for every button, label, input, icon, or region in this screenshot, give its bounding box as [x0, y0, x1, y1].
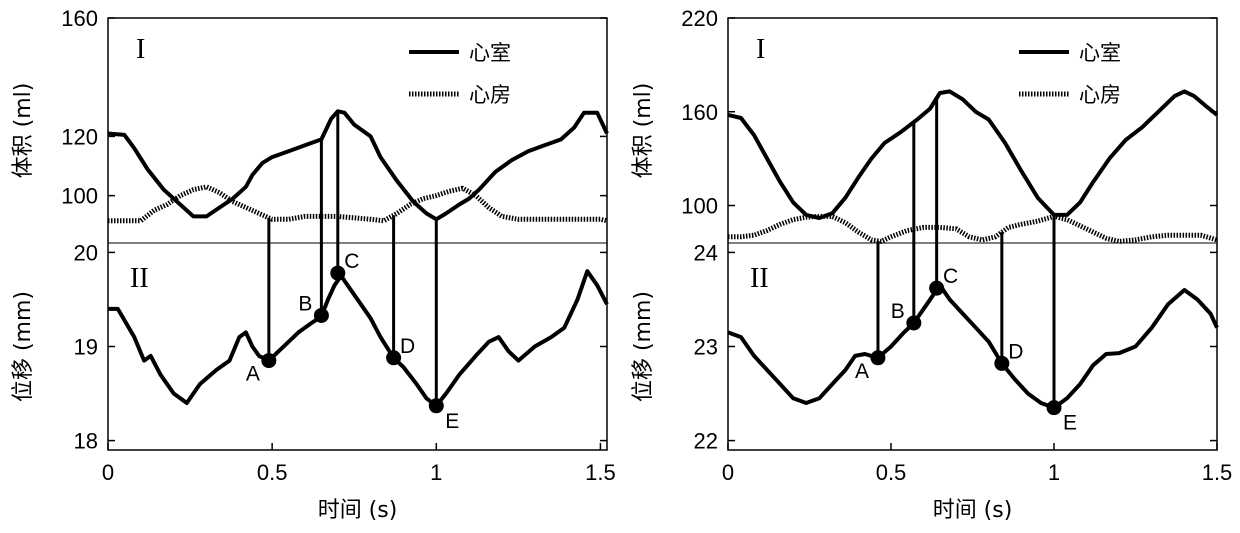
top-y-tick-label: 120: [61, 124, 98, 149]
bottom-y-axis-label: 位移 (mm): [631, 291, 656, 402]
bottom-y-tick-label: 23: [694, 335, 718, 360]
plot-frame: [108, 18, 607, 450]
section-label-II: II: [750, 263, 769, 294]
top-y-tick-label: 100: [61, 184, 98, 209]
point-E: [429, 398, 444, 413]
point-C: [330, 266, 345, 281]
section-label-I: I: [756, 34, 765, 65]
bottom-y-tick-label: 24: [694, 240, 718, 265]
top-y-tick-label: 100: [681, 194, 718, 219]
x-tick-label: 1: [430, 460, 442, 485]
bottom-y-tick-label: 20: [74, 240, 98, 265]
point-label-A: A: [246, 363, 260, 386]
section-label-I: I: [136, 34, 145, 65]
panel-left: 0 0.5 1 1.5 时间 (s) 100 120 160 体积 (ml) 18 19 20 位移 (…: [11, 6, 616, 523]
series-line-atrium: [728, 216, 1217, 241]
x-tick-label: 1.5: [585, 460, 616, 485]
displacement-line: [728, 285, 1217, 407]
series-line-atrium: [108, 187, 607, 221]
legend-label: 心房: [1079, 83, 1121, 107]
series-line-ventricle: [108, 111, 607, 219]
bottom-y-tick-label: 22: [694, 429, 718, 454]
top-y-axis-label: 体积 (ml): [631, 83, 656, 179]
point-D: [386, 350, 401, 365]
bottom-y-axis-label: 位移 (mm): [11, 291, 36, 402]
x-axis-label: 时间 (s): [933, 498, 1013, 523]
point-B: [906, 315, 921, 330]
point-label-D: D: [400, 335, 415, 358]
x-tick-label: 0.5: [257, 460, 288, 485]
top-y-axis-label: 体积 (ml): [11, 83, 36, 179]
point-label-A: A: [855, 360, 869, 383]
panel-right: 0 0.5 1 1.5 时间 (s) 100 160 220 体积 (ml) 22 23 24 位移 (…: [631, 6, 1232, 523]
bottom-y-tick-label: 19: [74, 335, 98, 360]
point-A: [870, 350, 885, 365]
x-tick-label: 0: [102, 460, 114, 485]
x-tick-label: 0: [722, 460, 734, 485]
x-axis-label: 时间 (s): [318, 498, 398, 523]
point-D: [994, 356, 1009, 371]
point-label-B: B: [298, 292, 312, 315]
x-tick-label: 1.5: [1202, 460, 1233, 485]
point-A: [261, 353, 276, 368]
section-label-II: II: [130, 263, 149, 294]
series-line-ventricle: [728, 91, 1217, 218]
point-label-C: C: [943, 265, 958, 288]
point-label-B: B: [891, 300, 905, 323]
point-label-D: D: [1008, 340, 1023, 363]
plot-frame: [728, 18, 1217, 450]
point-B: [314, 308, 329, 323]
bottom-y-tick-label: 18: [74, 429, 98, 454]
legend-label: 心房: [469, 83, 511, 107]
top-y-tick-label: 160: [61, 6, 98, 31]
point-label-C: C: [344, 250, 359, 273]
top-y-tick-label: 160: [681, 100, 718, 125]
point-E: [1047, 400, 1062, 415]
point-label-E: E: [445, 410, 459, 433]
displacement-line: [108, 271, 607, 406]
x-tick-label: 0.5: [876, 460, 907, 485]
point-C: [929, 281, 944, 296]
legend-label: 心室: [469, 41, 511, 65]
x-tick-label: 1: [1048, 460, 1060, 485]
top-y-tick-label: 220: [681, 6, 718, 31]
legend-label: 心室: [1079, 41, 1121, 65]
point-label-E: E: [1063, 412, 1077, 435]
